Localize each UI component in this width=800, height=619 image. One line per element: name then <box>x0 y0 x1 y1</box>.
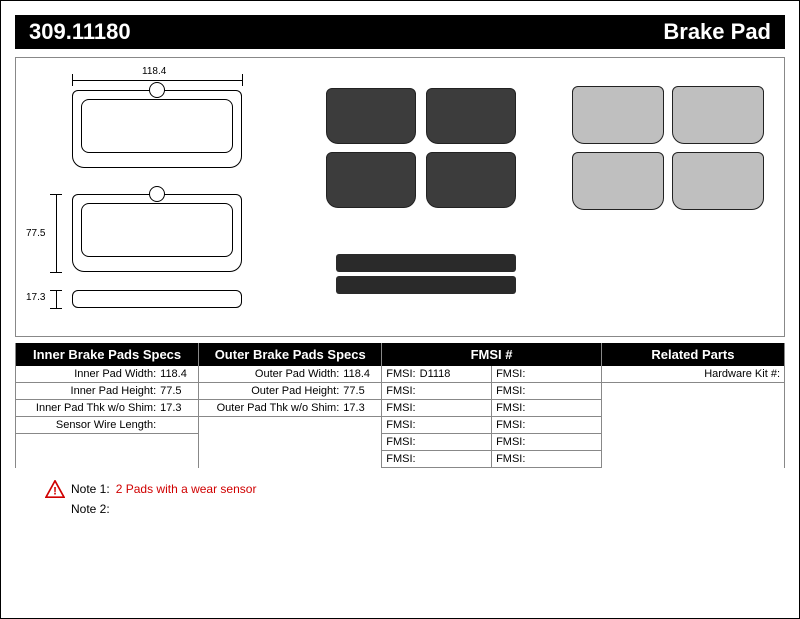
fmsi-label: FMSI: <box>386 385 419 397</box>
fmsi-row: FMSI: <box>382 383 491 400</box>
spec-value <box>160 419 194 431</box>
pad-outline-top <box>72 90 242 168</box>
note-2-label: Note 2: <box>71 502 116 516</box>
fmsi-label: FMSI: <box>386 419 419 431</box>
fmsi-subcol-2: FMSI: FMSI: FMSI: FMSI: FMSI: FMSI: <box>492 366 601 468</box>
inner-specs-header: Inner Brake Pads Specs <box>16 343 198 366</box>
warning-icon: ! <box>45 480 65 498</box>
fmsi-label: FMSI: <box>496 385 529 397</box>
dim-width-label: 118.4 <box>142 66 166 77</box>
outer-spec-row: Outer Pad Width:118.4 <box>199 366 381 383</box>
header-bar: 309.11180 Brake Pad <box>15 15 785 49</box>
related-header: Related Parts <box>602 343 784 366</box>
spec-value: 17.3 <box>160 402 194 414</box>
spec-value: 77.5 <box>160 385 194 397</box>
fmsi-label: FMSI: <box>386 436 419 448</box>
outer-specs-rows: Outer Pad Width:118.4Outer Pad Height:77… <box>199 366 381 417</box>
fmsi-value: D1118 <box>420 368 451 380</box>
spec-tables: Inner Brake Pads Specs Inner Pad Width:1… <box>15 343 785 468</box>
fmsi-row: FMSI: <box>382 417 491 434</box>
svg-text:!: ! <box>53 486 57 498</box>
inner-spec-row: Inner Pad Height:77.5 <box>16 383 198 400</box>
technical-drawing: 118.4 77.5 17.3 <box>26 64 286 332</box>
outer-spec-row: Outer Pad Thk w/o Shim:17.3 <box>199 400 381 417</box>
outer-spec-row: Outer Pad Height:77.5 <box>199 383 381 400</box>
fmsi-row: FMSI: <box>382 434 491 451</box>
fmsi-header: FMSI # <box>382 343 601 366</box>
fmsi-label: FMSI: <box>386 402 419 414</box>
fmsi-row: FMSI: <box>492 400 601 417</box>
inner-specs-col: Inner Brake Pads Specs Inner Pad Width:1… <box>15 343 198 468</box>
note-1-text: 2 Pads with a wear sensor <box>116 482 257 496</box>
spec-label: Sensor Wire Length: <box>20 419 160 431</box>
fmsi-row: FMSI: <box>382 451 491 468</box>
fmsi-row: FMSI:D1118 <box>382 366 491 383</box>
spec-label: Outer Pad Width: <box>203 368 343 380</box>
related-col: Related Parts Hardware Kit #: <box>601 343 785 468</box>
spec-label: Outer Pad Height: <box>203 385 343 397</box>
dim-height-label: 77.5 <box>26 228 45 239</box>
note-1-label: Note 1: <box>71 482 116 496</box>
spec-label: Inner Pad Height: <box>20 385 160 397</box>
dim-thickness-label: 17.3 <box>26 292 45 303</box>
spec-value: 118.4 <box>343 368 377 380</box>
note-2: Note 2: <box>71 500 785 518</box>
note-1: ! Note 1: 2 Pads with a wear sensor <box>45 478 785 500</box>
spec-label: Outer Pad Thk w/o Shim: <box>203 402 343 414</box>
inner-spec-row: Inner Pad Width:118.4 <box>16 366 198 383</box>
fmsi-label: FMSI: <box>386 453 419 465</box>
fmsi-row: FMSI: <box>492 434 601 451</box>
hardware-kit-label: Hardware Kit #: <box>704 368 780 380</box>
hardware-kit-row: Hardware Kit #: <box>602 366 784 383</box>
spec-value: 77.5 <box>343 385 377 397</box>
fmsi-label: FMSI: <box>496 402 529 414</box>
part-number: 309.11180 <box>29 19 131 45</box>
inner-spec-row: Inner Pad Thk w/o Shim:17.3 <box>16 400 198 417</box>
fmsi-row: FMSI: <box>382 400 491 417</box>
fmsi-label: FMSI: <box>496 453 529 465</box>
fmsi-label: FMSI: <box>496 436 529 448</box>
fmsi-label: FMSI: <box>496 368 529 380</box>
product-photo-dark <box>316 78 536 308</box>
fmsi-label: FMSI: <box>386 368 419 380</box>
fmsi-row: FMSI: <box>492 451 601 468</box>
notes-section: ! Note 1: 2 Pads with a wear sensor Note… <box>45 478 785 518</box>
fmsi-col: FMSI # FMSI:D1118FMSI:FMSI:FMSI:FMSI:FMS… <box>381 343 601 468</box>
spec-label: Inner Pad Thk w/o Shim: <box>20 402 160 414</box>
pad-side-view <box>72 290 242 308</box>
pad-outline-bottom <box>72 194 242 272</box>
inner-specs-rows: Inner Pad Width:118.4Inner Pad Height:77… <box>16 366 198 434</box>
fmsi-row: FMSI: <box>492 383 601 400</box>
product-image-area: 118.4 77.5 17.3 <box>15 57 785 337</box>
spec-value: 17.3 <box>343 402 377 414</box>
fmsi-label: FMSI: <box>496 419 529 431</box>
outer-specs-header: Outer Brake Pads Specs <box>199 343 381 366</box>
fmsi-row: FMSI: <box>492 417 601 434</box>
product-name: Brake Pad <box>663 19 771 45</box>
product-photo-light <box>568 78 778 228</box>
outer-specs-col: Outer Brake Pads Specs Outer Pad Width:1… <box>198 343 381 468</box>
fmsi-subcol-1: FMSI:D1118FMSI:FMSI:FMSI:FMSI:FMSI: <box>382 366 492 468</box>
fmsi-row: FMSI: <box>492 366 601 383</box>
inner-spec-row: Sensor Wire Length: <box>16 417 198 434</box>
spec-value: 118.4 <box>160 368 194 380</box>
spec-label: Inner Pad Width: <box>20 368 160 380</box>
